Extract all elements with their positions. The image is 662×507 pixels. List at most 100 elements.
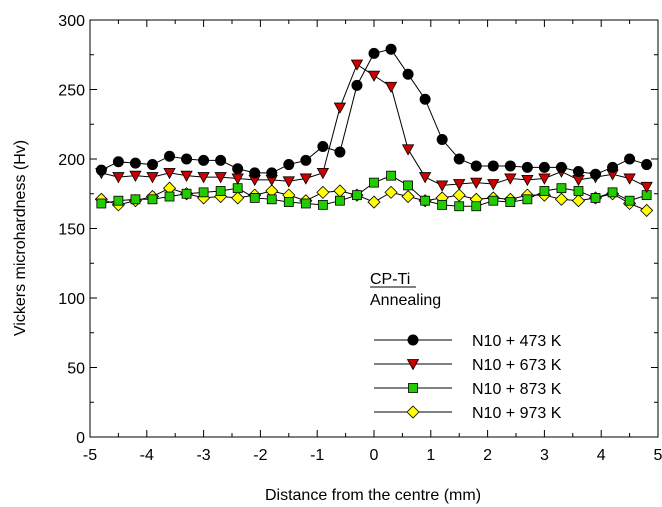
data-point xyxy=(215,154,227,166)
data-point xyxy=(504,160,516,172)
y-tick-label: 100 xyxy=(58,291,85,308)
data-point xyxy=(487,160,499,172)
data-point xyxy=(641,159,653,171)
data-point xyxy=(369,177,379,188)
data-point xyxy=(504,173,517,185)
series-circle xyxy=(95,43,653,180)
data-point xyxy=(624,153,636,165)
data-point xyxy=(113,195,124,206)
data-point xyxy=(624,195,635,206)
data-point xyxy=(249,193,260,203)
data-point xyxy=(402,68,414,80)
y-tick-label: 250 xyxy=(58,83,85,100)
data-point xyxy=(350,59,364,71)
data-point xyxy=(420,195,431,206)
x-tick-label: 5 xyxy=(654,447,662,464)
data-point xyxy=(335,195,345,206)
data-point xyxy=(215,186,226,196)
y-tick-label: 200 xyxy=(58,152,85,169)
data-point xyxy=(454,201,465,212)
data-point xyxy=(555,161,567,173)
data-point xyxy=(521,161,533,173)
data-point xyxy=(334,146,346,158)
data-point xyxy=(96,198,107,209)
data-point xyxy=(573,186,584,196)
data-point xyxy=(129,170,142,183)
x-tick-label: -2 xyxy=(253,447,267,464)
data-point xyxy=(385,43,397,55)
x-tick-label: -4 xyxy=(140,447,154,464)
data-point xyxy=(419,93,431,105)
data-point xyxy=(487,179,500,191)
data-point xyxy=(300,154,312,166)
x-axis-label: Distance from the centre (mm) xyxy=(265,487,481,504)
y-tick-label: 0 xyxy=(76,430,85,447)
data-point xyxy=(232,163,244,175)
legend-marker xyxy=(406,405,420,419)
data-point xyxy=(181,188,192,199)
data-point xyxy=(351,79,363,91)
x-tick-label: 1 xyxy=(426,447,435,464)
data-point xyxy=(453,179,466,191)
data-point xyxy=(505,197,516,207)
data-point xyxy=(607,187,618,198)
data-point xyxy=(316,167,330,180)
data-point xyxy=(232,183,243,194)
y-tick-label: 150 xyxy=(58,222,85,239)
x-tick-label: -5 xyxy=(83,447,97,464)
data-point xyxy=(538,173,551,185)
data-point xyxy=(572,166,584,178)
data-point xyxy=(180,170,193,183)
data-point xyxy=(590,193,601,203)
data-point xyxy=(554,192,569,206)
data-point xyxy=(129,157,141,169)
data-point xyxy=(403,180,413,191)
data-point xyxy=(317,140,329,152)
data-point xyxy=(437,199,448,210)
data-point xyxy=(317,199,328,210)
annotation: CP-Ti Annealing xyxy=(370,271,441,309)
legend-label: N10 + 973 K xyxy=(472,405,562,422)
data-point xyxy=(418,172,432,184)
data-point xyxy=(623,173,636,185)
x-tick-label: 2 xyxy=(483,447,492,464)
data-point xyxy=(283,197,294,207)
legend: N10 + 473 K N10 + 673 K N10 + 873 K N10 + 9… xyxy=(374,333,562,422)
data-point xyxy=(471,201,482,212)
data-point xyxy=(368,47,380,59)
x-tick-label: 3 xyxy=(540,447,549,464)
data-point xyxy=(164,150,176,162)
data-point xyxy=(453,153,465,165)
x-tick-label: 4 xyxy=(597,447,606,464)
y-tick-label: 50 xyxy=(67,361,85,378)
data-point xyxy=(386,170,396,181)
data-point xyxy=(436,134,448,146)
data-point xyxy=(198,154,210,166)
data-point xyxy=(640,181,653,194)
data-point xyxy=(470,160,482,172)
legend-marker xyxy=(407,334,419,346)
data-point xyxy=(163,167,176,180)
data-point xyxy=(401,144,415,156)
legend-marker xyxy=(406,359,420,371)
data-point xyxy=(488,195,499,206)
data-point xyxy=(266,194,277,205)
legend-marker xyxy=(408,383,418,393)
data-point xyxy=(300,198,311,209)
data-point xyxy=(470,177,483,189)
data-point xyxy=(282,176,295,188)
legend-label: N10 + 673 K xyxy=(472,357,562,374)
y-axis-label: Vickers microhardness (Hv) xyxy=(12,140,29,336)
annotation-subtitle: Annealing xyxy=(370,292,441,309)
data-point xyxy=(607,161,619,173)
data-point xyxy=(333,102,347,114)
data-point xyxy=(521,174,534,187)
data-point xyxy=(640,203,654,217)
legend-label: N10 + 873 K xyxy=(472,381,562,398)
data-point xyxy=(556,183,567,194)
data-point xyxy=(198,187,209,198)
data-point xyxy=(130,194,141,205)
data-point xyxy=(249,167,261,179)
x-tick-label: -1 xyxy=(310,447,324,464)
